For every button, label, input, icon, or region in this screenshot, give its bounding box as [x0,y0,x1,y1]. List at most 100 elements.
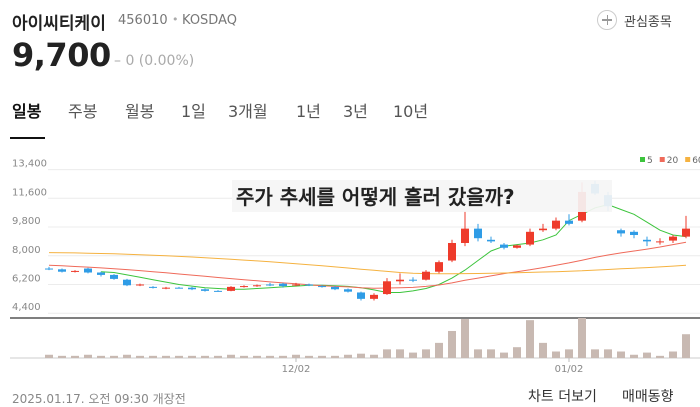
volume-bar [487,349,495,358]
volume-bar [461,319,469,358]
candle-body [682,228,690,237]
volume-bar [227,354,235,358]
candle-body [487,239,495,242]
volume-bar [682,334,690,358]
volume-bar [591,349,599,358]
volume-bar [253,355,261,358]
volume-bar [331,355,339,358]
market: KOSDAQ [182,13,237,28]
volume-bar [396,349,404,358]
volume-bar [214,355,222,358]
candle-body [461,228,469,243]
candle-body [45,268,53,270]
candle-body [526,231,534,245]
candle-body [500,244,508,248]
volume-bar [435,342,443,358]
more-chart-link[interactable]: 차트 더보기 [528,389,597,405]
candle-body [409,279,417,281]
candle-body [669,236,677,241]
candle-body [331,286,339,290]
stock-name: 아이씨티케이 [12,14,106,34]
volume-bar [136,355,144,358]
trade-link[interactable]: 매매동향 [622,389,674,405]
volume-bar [500,352,508,358]
volume-bar [513,347,521,358]
volume-bar [448,330,456,358]
caption: 주가 추세를 어떻게 흘러 갔을까? [236,185,515,209]
volume-bar [84,354,92,358]
candle-body [630,231,638,236]
volume-bar [552,351,560,358]
y-tick-label: 8,000 [12,245,41,256]
period-tab[interactable]: 1일 [181,102,206,121]
candle-body [383,281,391,295]
candle-body [370,294,378,299]
candle-body [357,292,365,299]
candle-body [97,272,105,275]
period-tab[interactable]: 10년 [393,102,429,121]
candle-body [162,287,170,289]
volume-bar [526,320,534,358]
volume-bar [357,353,365,358]
volume-bar [539,342,547,358]
separator: • [172,13,179,26]
volume-bar [201,355,209,358]
watch-button[interactable]: 관심종목 [624,15,672,30]
moving-average-line [48,241,687,289]
period-tab[interactable]: 1년 [296,102,321,121]
candle-body [58,269,66,272]
candle-body [617,230,625,234]
volume-bar [266,355,274,358]
candle-body [396,279,404,282]
volume-bar [45,354,53,358]
candle-body [201,289,209,291]
candle-body [227,286,235,291]
period-tab[interactable]: 월봉 [125,102,155,121]
candle-body [318,286,326,288]
candle-body [539,228,547,231]
candle-body [188,287,196,290]
volume-bar [123,354,131,358]
volume-bar [383,349,391,358]
legend-swatch [659,157,665,162]
period-tab[interactable]: 3개월 [228,102,268,121]
volume-bar [240,355,248,358]
volume-bar [71,355,79,358]
x-tick-label: 12/02 [282,364,311,375]
candle-body [344,289,352,292]
candle-body [513,245,521,248]
candle-body [84,268,92,273]
volume-bar [656,355,664,358]
watch-icon[interactable] [597,10,617,30]
volume-bar [149,355,157,358]
candle-body [305,284,313,286]
y-tick-label: 6,200 [12,273,41,284]
candle-body [240,286,248,288]
volume-bar [617,351,625,358]
volume-bar [630,354,638,358]
legend-label: 60 [692,156,700,166]
candle-body [123,279,131,286]
candle-body [422,271,430,280]
volume-bar [565,349,573,358]
volume-bar [292,354,300,358]
candle-body [110,274,118,279]
volume-bar [344,354,352,358]
candle-body [214,290,222,292]
volume-bar [370,354,378,358]
candle-body [643,239,651,242]
legend-swatch [640,157,645,162]
y-tick-label: 11,600 [12,187,47,198]
y-tick-label: 9,800 [12,216,41,227]
y-tick-label: 4,400 [12,302,41,313]
volume-bar [409,352,417,358]
volume-bar [318,355,326,358]
candle-body [435,262,443,272]
period-tab[interactable]: 3년 [343,102,368,121]
period-tab[interactable]: 주봉 [68,102,98,121]
volume-bar [474,349,482,358]
volume-bar [58,355,66,358]
period-tabs: 일봉 주봉 월봉 1일 3개월 1년 3년 10년 [0,98,700,138]
period-tab[interactable]: 일봉 [12,102,42,121]
active-tab-underline [10,137,45,139]
